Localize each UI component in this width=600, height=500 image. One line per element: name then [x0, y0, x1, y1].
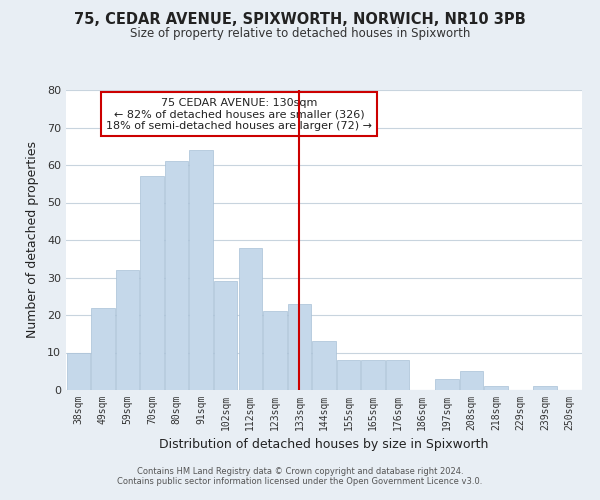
- Text: Contains public sector information licensed under the Open Government Licence v3: Contains public sector information licen…: [118, 477, 482, 486]
- Bar: [140, 176, 164, 390]
- Text: 75, CEDAR AVENUE, SPIXWORTH, NORWICH, NR10 3PB: 75, CEDAR AVENUE, SPIXWORTH, NORWICH, NR…: [74, 12, 526, 28]
- Y-axis label: Number of detached properties: Number of detached properties: [26, 142, 38, 338]
- Bar: [263, 311, 287, 390]
- Bar: [313, 341, 335, 390]
- Text: Size of property relative to detached houses in Spixworth: Size of property relative to detached ho…: [130, 28, 470, 40]
- Bar: [239, 248, 262, 390]
- Bar: [91, 308, 115, 390]
- Bar: [361, 360, 385, 390]
- Text: Contains HM Land Registry data © Crown copyright and database right 2024.: Contains HM Land Registry data © Crown c…: [137, 467, 463, 476]
- Bar: [67, 352, 90, 390]
- Bar: [116, 270, 139, 390]
- Bar: [214, 281, 238, 390]
- Bar: [533, 386, 557, 390]
- Bar: [288, 304, 311, 390]
- Bar: [386, 360, 409, 390]
- Bar: [460, 371, 483, 390]
- Bar: [337, 360, 360, 390]
- Bar: [484, 386, 508, 390]
- Bar: [165, 161, 188, 390]
- Text: 75 CEDAR AVENUE: 130sqm
← 82% of detached houses are smaller (326)
18% of semi-d: 75 CEDAR AVENUE: 130sqm ← 82% of detache…: [106, 98, 372, 130]
- Bar: [435, 379, 458, 390]
- Bar: [190, 150, 213, 390]
- X-axis label: Distribution of detached houses by size in Spixworth: Distribution of detached houses by size …: [160, 438, 488, 452]
